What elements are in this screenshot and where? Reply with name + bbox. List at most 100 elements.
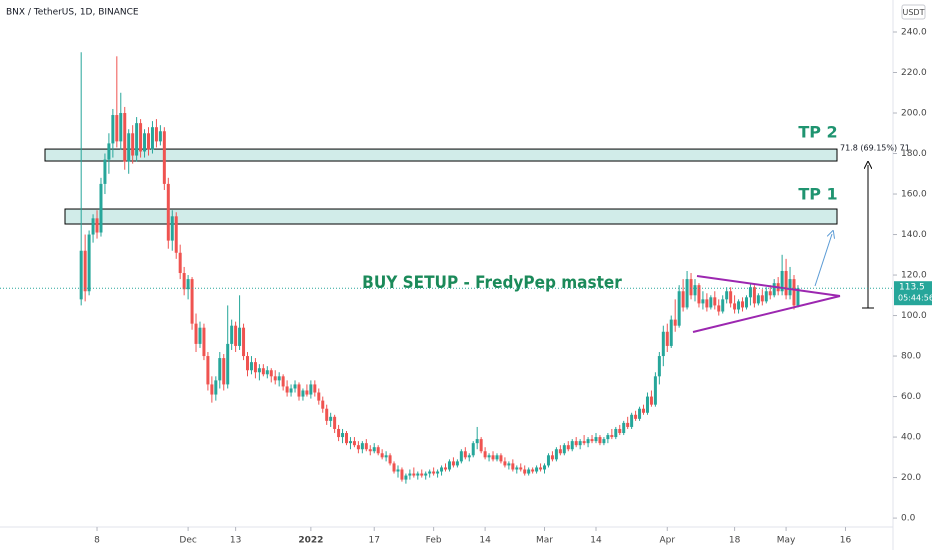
candle-body [614, 428, 618, 438]
candle-body [329, 416, 333, 421]
candle-body [281, 376, 285, 387]
candle-body [206, 356, 210, 385]
x-tick-label: May [777, 536, 796, 546]
y-tick-label: 220.0 [901, 68, 927, 78]
candle-body [543, 465, 547, 470]
candle-body [463, 451, 467, 458]
candle-body [436, 471, 440, 474]
candle-body [313, 384, 317, 393]
tp-zone [44, 148, 838, 162]
y-tick-label: 0.0 [901, 514, 916, 524]
y-tick-label: 200.0 [901, 109, 927, 119]
candle-body [158, 131, 162, 142]
candle-body [665, 331, 669, 346]
x-tick-label: 14 [590, 536, 602, 546]
candle-body [174, 216, 178, 253]
candle-body [618, 428, 622, 434]
candle-body [372, 447, 376, 452]
candle-body [673, 319, 677, 326]
candle-body [162, 131, 166, 184]
candle-body [444, 467, 448, 470]
candle-body [424, 473, 428, 476]
candle-body [190, 279, 194, 324]
y-tick-label: 80.0 [901, 352, 921, 362]
candle-body [305, 390, 309, 395]
candle-body [780, 270, 784, 292]
candle-body [764, 291, 768, 302]
candle-body [356, 445, 360, 450]
candle-body [645, 396, 649, 413]
candle-body [527, 469, 531, 474]
candle-body [147, 133, 151, 150]
candle-body [226, 343, 230, 385]
candle-body [535, 467, 539, 472]
candle-body [507, 463, 511, 466]
candle-body [578, 441, 582, 446]
candle-body [87, 234, 91, 292]
candle-body [653, 376, 657, 405]
candle-body [630, 414, 634, 427]
candle-body [590, 439, 594, 442]
candle-body [396, 469, 400, 472]
zones: TP 2 TP 1 [44, 123, 838, 225]
candle-body [554, 449, 558, 460]
candle-body [598, 437, 602, 444]
y-tick-label: 60.0 [901, 392, 921, 402]
currency-button[interactable] [901, 4, 926, 20]
candle-body [669, 319, 673, 346]
x-tick-label: Dec [179, 536, 196, 546]
candle-body [194, 323, 198, 344]
y-tick-label: 140.0 [901, 230, 927, 240]
candle-body [546, 455, 550, 466]
candle-body [642, 408, 646, 413]
x-tick-label: 2022 [298, 536, 323, 546]
candle-body [649, 396, 653, 405]
candle-body [558, 449, 562, 454]
candle-body [277, 376, 281, 381]
candle-body [269, 370, 273, 377]
annotation: BUY SETUP - FredyPep master [362, 273, 622, 293]
candle-body [705, 299, 709, 308]
candle-body [440, 467, 444, 472]
candle-body [784, 270, 788, 296]
x-tick-label: 8 [94, 536, 100, 546]
x-tick-label: 17 [369, 536, 380, 546]
x-tick-label: 14 [479, 536, 491, 546]
candle-body [657, 356, 661, 377]
candle-body [432, 471, 436, 474]
candle-body [257, 368, 261, 373]
candle-body [602, 439, 606, 444]
candle-body [222, 358, 226, 385]
candle-body [491, 455, 495, 460]
candle-body [792, 279, 796, 306]
candle-body [186, 279, 190, 290]
candle-body [400, 469, 404, 480]
candle-body [721, 299, 725, 312]
candle-body [748, 287, 752, 298]
candle-body [562, 445, 566, 454]
candle-body [566, 445, 570, 450]
candle-body [760, 295, 764, 302]
candle-body [115, 115, 119, 142]
candle-body [131, 133, 135, 156]
candle-body [261, 368, 265, 375]
candle-body [230, 325, 234, 344]
candle-body [693, 285, 697, 296]
y-tick-label: 120.0 [901, 271, 927, 281]
candle-body [392, 463, 396, 472]
candle-body [139, 123, 143, 152]
candle-body [182, 273, 186, 290]
candle-body [91, 218, 95, 235]
x-tick-label: 16 [840, 536, 852, 546]
candle-body [384, 455, 388, 458]
candle-body [788, 279, 792, 296]
currency-label: USDT [903, 8, 925, 17]
candle-body [376, 447, 380, 454]
candle-body [447, 461, 451, 470]
candle-body [455, 461, 459, 466]
candle-body [741, 301, 745, 308]
candle-body [713, 297, 717, 306]
candle-body [717, 305, 721, 312]
candle-body [495, 455, 499, 460]
candle-body [570, 441, 574, 450]
